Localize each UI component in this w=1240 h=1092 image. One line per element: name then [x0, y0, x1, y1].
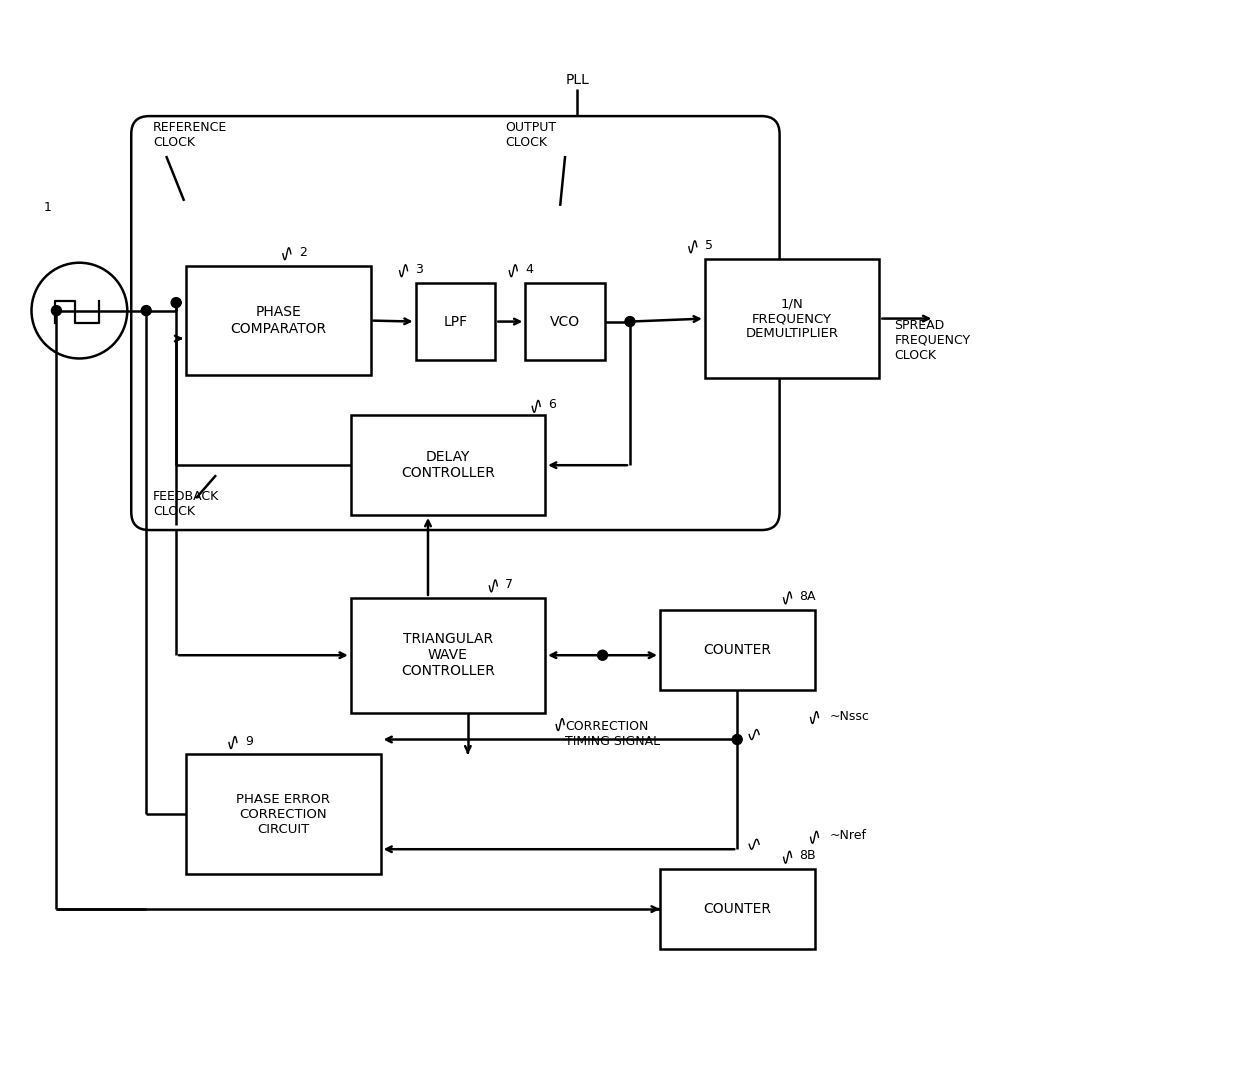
- Bar: [186, 755, 381, 875]
- Text: ~Nref: ~Nref: [830, 829, 867, 842]
- Text: ~Nssc: ~Nssc: [830, 710, 869, 723]
- Text: 3: 3: [415, 263, 423, 275]
- Circle shape: [51, 306, 62, 316]
- Text: PHASE ERROR
CORRECTION
CIRCUIT: PHASE ERROR CORRECTION CIRCUIT: [237, 793, 330, 835]
- Circle shape: [141, 306, 151, 316]
- Text: TRIANGULAR
WAVE
CONTROLLER: TRIANGULAR WAVE CONTROLLER: [401, 632, 495, 678]
- Circle shape: [732, 735, 743, 745]
- Bar: [186, 265, 371, 376]
- Text: 9: 9: [246, 735, 253, 748]
- Text: VCO: VCO: [551, 314, 580, 329]
- Bar: [660, 869, 815, 949]
- Text: 2: 2: [299, 246, 306, 259]
- Text: DELAY
CONTROLLER: DELAY CONTROLLER: [401, 450, 495, 480]
- Bar: [704, 259, 879, 379]
- Text: OUTPUT
CLOCK: OUTPUT CLOCK: [505, 121, 557, 150]
- Text: SPREAD
FREQUENCY
CLOCK: SPREAD FREQUENCY CLOCK: [894, 319, 971, 361]
- Bar: [415, 283, 495, 360]
- Text: COUNTER: COUNTER: [703, 902, 771, 916]
- Text: 5: 5: [704, 239, 713, 252]
- Text: COUNTER: COUNTER: [703, 643, 771, 656]
- Text: CORRECTION
TIMING SIGNAL: CORRECTION TIMING SIGNAL: [565, 720, 660, 748]
- Bar: [660, 609, 815, 690]
- Text: LPF: LPF: [444, 314, 467, 329]
- Text: PLL: PLL: [565, 73, 589, 87]
- Text: 8A: 8A: [800, 590, 816, 603]
- Text: REFERENCE
CLOCK: REFERENCE CLOCK: [154, 121, 227, 150]
- Text: 8B: 8B: [800, 850, 816, 863]
- Bar: [526, 283, 605, 360]
- FancyBboxPatch shape: [131, 116, 780, 530]
- Circle shape: [171, 298, 181, 308]
- Circle shape: [598, 650, 608, 661]
- Text: 6: 6: [548, 399, 556, 412]
- Text: 4: 4: [526, 263, 533, 275]
- Text: FEEDBACK
CLOCK: FEEDBACK CLOCK: [154, 490, 219, 518]
- Bar: [351, 597, 546, 713]
- Text: PHASE
COMPARATOR: PHASE COMPARATOR: [231, 306, 326, 335]
- Text: 7: 7: [505, 578, 513, 591]
- Circle shape: [625, 317, 635, 327]
- Bar: [351, 415, 546, 515]
- Text: 1: 1: [43, 201, 51, 214]
- Text: 1/N
FREQUENCY
DEMULTIPLIER: 1/N FREQUENCY DEMULTIPLIER: [745, 297, 838, 340]
